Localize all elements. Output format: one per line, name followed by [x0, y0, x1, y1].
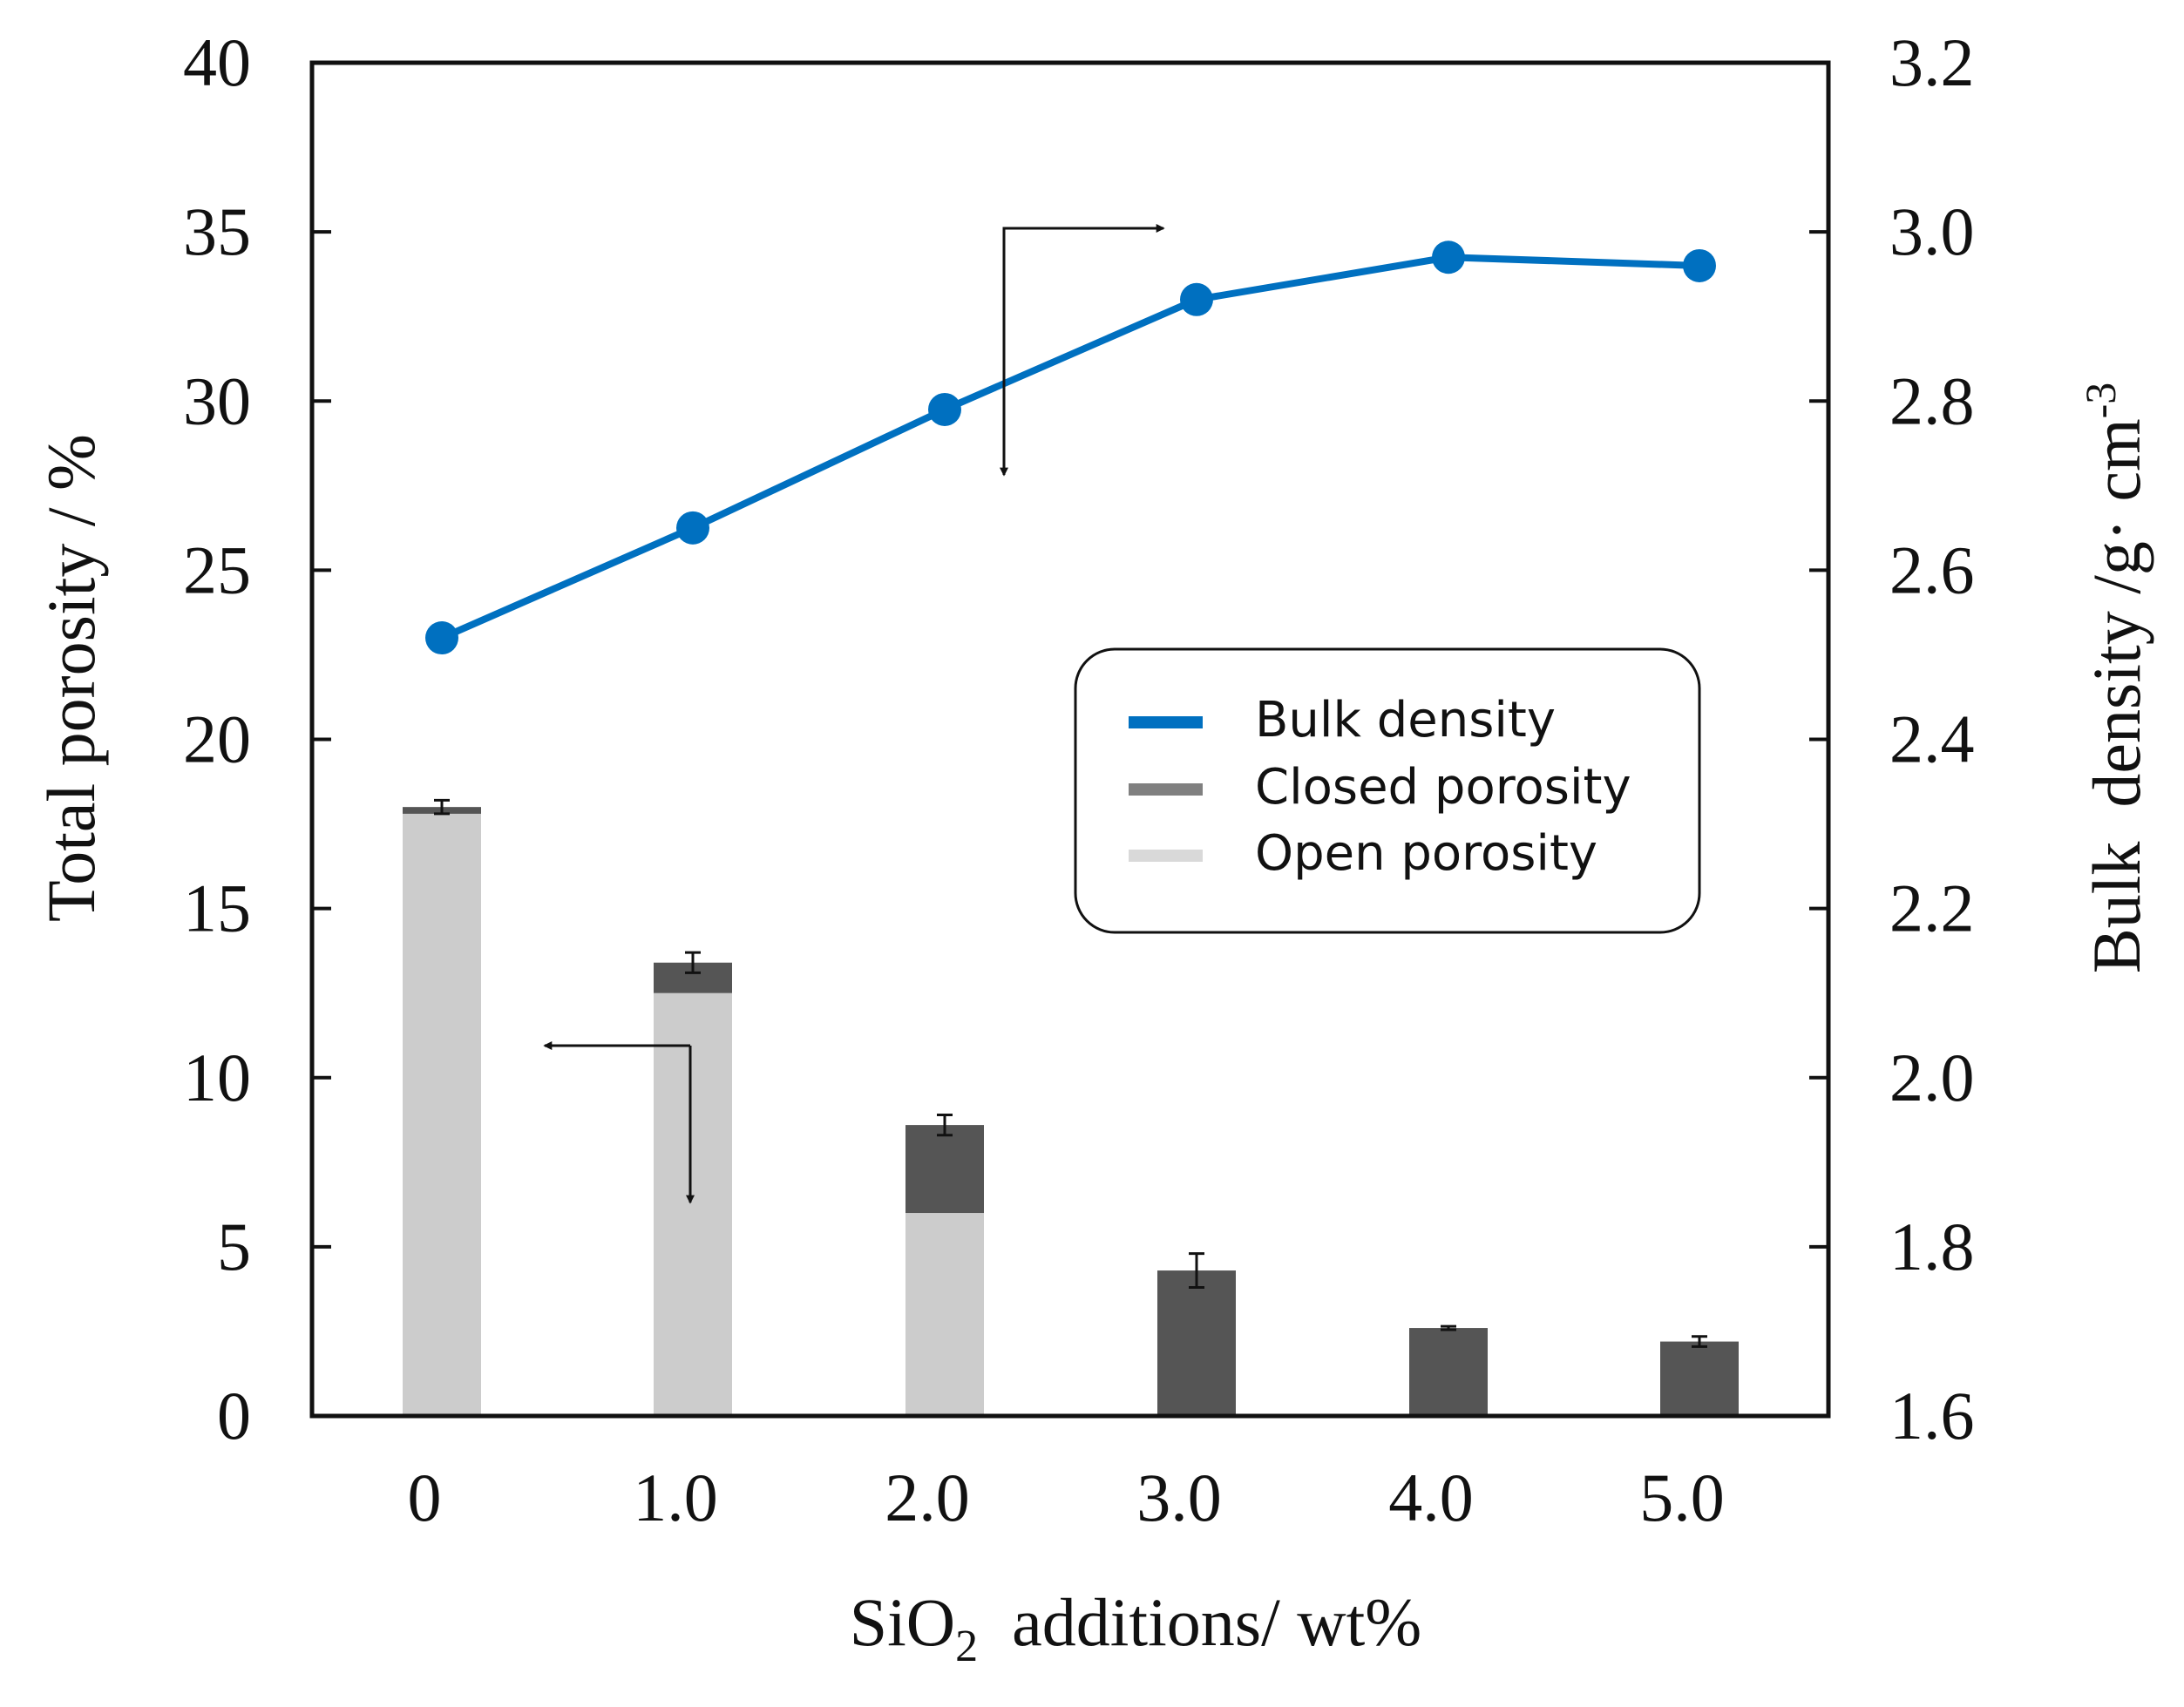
error-bar-5 [1692, 1335, 1707, 1348]
bars-layer [403, 807, 1739, 1416]
right-axis-title-main: Bulk density /g· cm [2079, 418, 2154, 973]
right-tick-label-1: 1.8 [1889, 1209, 1975, 1284]
error-bar-3 [1189, 1252, 1204, 1289]
left-tick-label-8: 40 [183, 24, 251, 100]
right-axis-title: Bulk density /g· cm-3 [2076, 383, 2154, 974]
left-tick-label-3: 15 [183, 870, 251, 946]
legend-swatch-closed-porosity [1129, 783, 1203, 796]
error-bar-4 [1441, 1324, 1456, 1331]
x-tick-label-3: 3.0 [1136, 1460, 1222, 1535]
right-axis-pointer-arrow [1000, 224, 1165, 477]
left-tick-label-1: 5 [217, 1209, 251, 1284]
left-tick-label-7: 35 [183, 193, 251, 269]
tick-labels-layer: 0 1.6 5 1.8 10 2.0 15 2.2 20 2.4 25 2.6 30 2.8 35 3.0 40… [183, 24, 1975, 1535]
left-tick-label-5: 25 [183, 532, 251, 607]
x-tick-label-0: 0 [408, 1460, 442, 1535]
bar-open-porosity-0 [403, 813, 481, 1416]
right-tick-label-2: 2.0 [1889, 1040, 1975, 1115]
bulk-density-point-4 [1432, 240, 1465, 274]
left-tick-label-0: 0 [217, 1378, 251, 1453]
bar-closed-porosity-5 [1660, 1341, 1739, 1416]
bar-open-porosity-2 [905, 1213, 984, 1416]
error-bars-layer [434, 798, 1707, 1348]
left-tick-label-6: 30 [183, 362, 251, 438]
bulk-density-point-1 [676, 511, 709, 545]
legend-swatch-bulk-density [1129, 716, 1203, 728]
legend-swatch-open-porosity [1129, 850, 1203, 862]
x-axis-title: SiO2 additions/ wt% [850, 1584, 1422, 1671]
legend-label-closed-porosity: Closed porosity [1255, 759, 1631, 816]
x-axis-title-subscript: 2 [955, 1622, 978, 1671]
error-bar-2 [937, 1113, 953, 1137]
legend-box [1074, 647, 1701, 934]
right-tick-label-3: 2.2 [1889, 870, 1975, 946]
bar-closed-porosity-3 [1157, 1270, 1236, 1416]
bulk-density-point-2 [928, 392, 961, 426]
right-tick-label-0: 1.6 [1889, 1378, 1975, 1453]
right-tick-label-8: 3.2 [1889, 24, 1975, 100]
legend: Bulk density Closed porosity Open porosi… [1074, 647, 1701, 934]
x-tick-label-2: 2.0 [885, 1460, 970, 1535]
bulk-density-point-5 [1683, 248, 1716, 282]
legend-label-bulk-density: Bulk density [1255, 692, 1556, 749]
legend-label-open-porosity: Open porosity [1255, 825, 1597, 882]
x-tick-label-5: 5.0 [1639, 1460, 1725, 1535]
right-tick-label-4: 2.4 [1889, 701, 1975, 777]
right-axis-title-superscript: -3 [2076, 383, 2125, 419]
right-tick-label-5: 2.6 [1889, 532, 1975, 607]
left-tick-label-2: 10 [183, 1040, 251, 1115]
tick-layer [312, 61, 1828, 1418]
bulk-density-point-3 [1180, 282, 1213, 316]
left-axis-pointer-arrow [543, 1041, 695, 1204]
x-axis-title-rest: additions/ wt% [978, 1584, 1421, 1660]
bar-open-porosity-1 [654, 992, 732, 1416]
bar-closed-porosity-4 [1409, 1328, 1488, 1416]
left-axis-title: Total porosity / % [33, 434, 109, 922]
right-tick-label-7: 3.0 [1889, 193, 1975, 269]
bar-closed-porosity-2 [905, 1125, 984, 1214]
x-tick-label-1: 1.0 [633, 1460, 718, 1535]
x-axis-title-main: SiO [850, 1584, 955, 1660]
left-tick-label-4: 20 [183, 701, 251, 777]
error-bar-1 [685, 951, 701, 974]
bulk-density-point-0 [425, 621, 458, 655]
bulk-density-line [440, 254, 1700, 641]
x-tick-label-4: 4.0 [1388, 1460, 1474, 1535]
error-bar-0 [434, 798, 450, 816]
right-tick-label-6: 2.8 [1889, 362, 1975, 438]
bulk-density-line-layer [425, 240, 1716, 655]
